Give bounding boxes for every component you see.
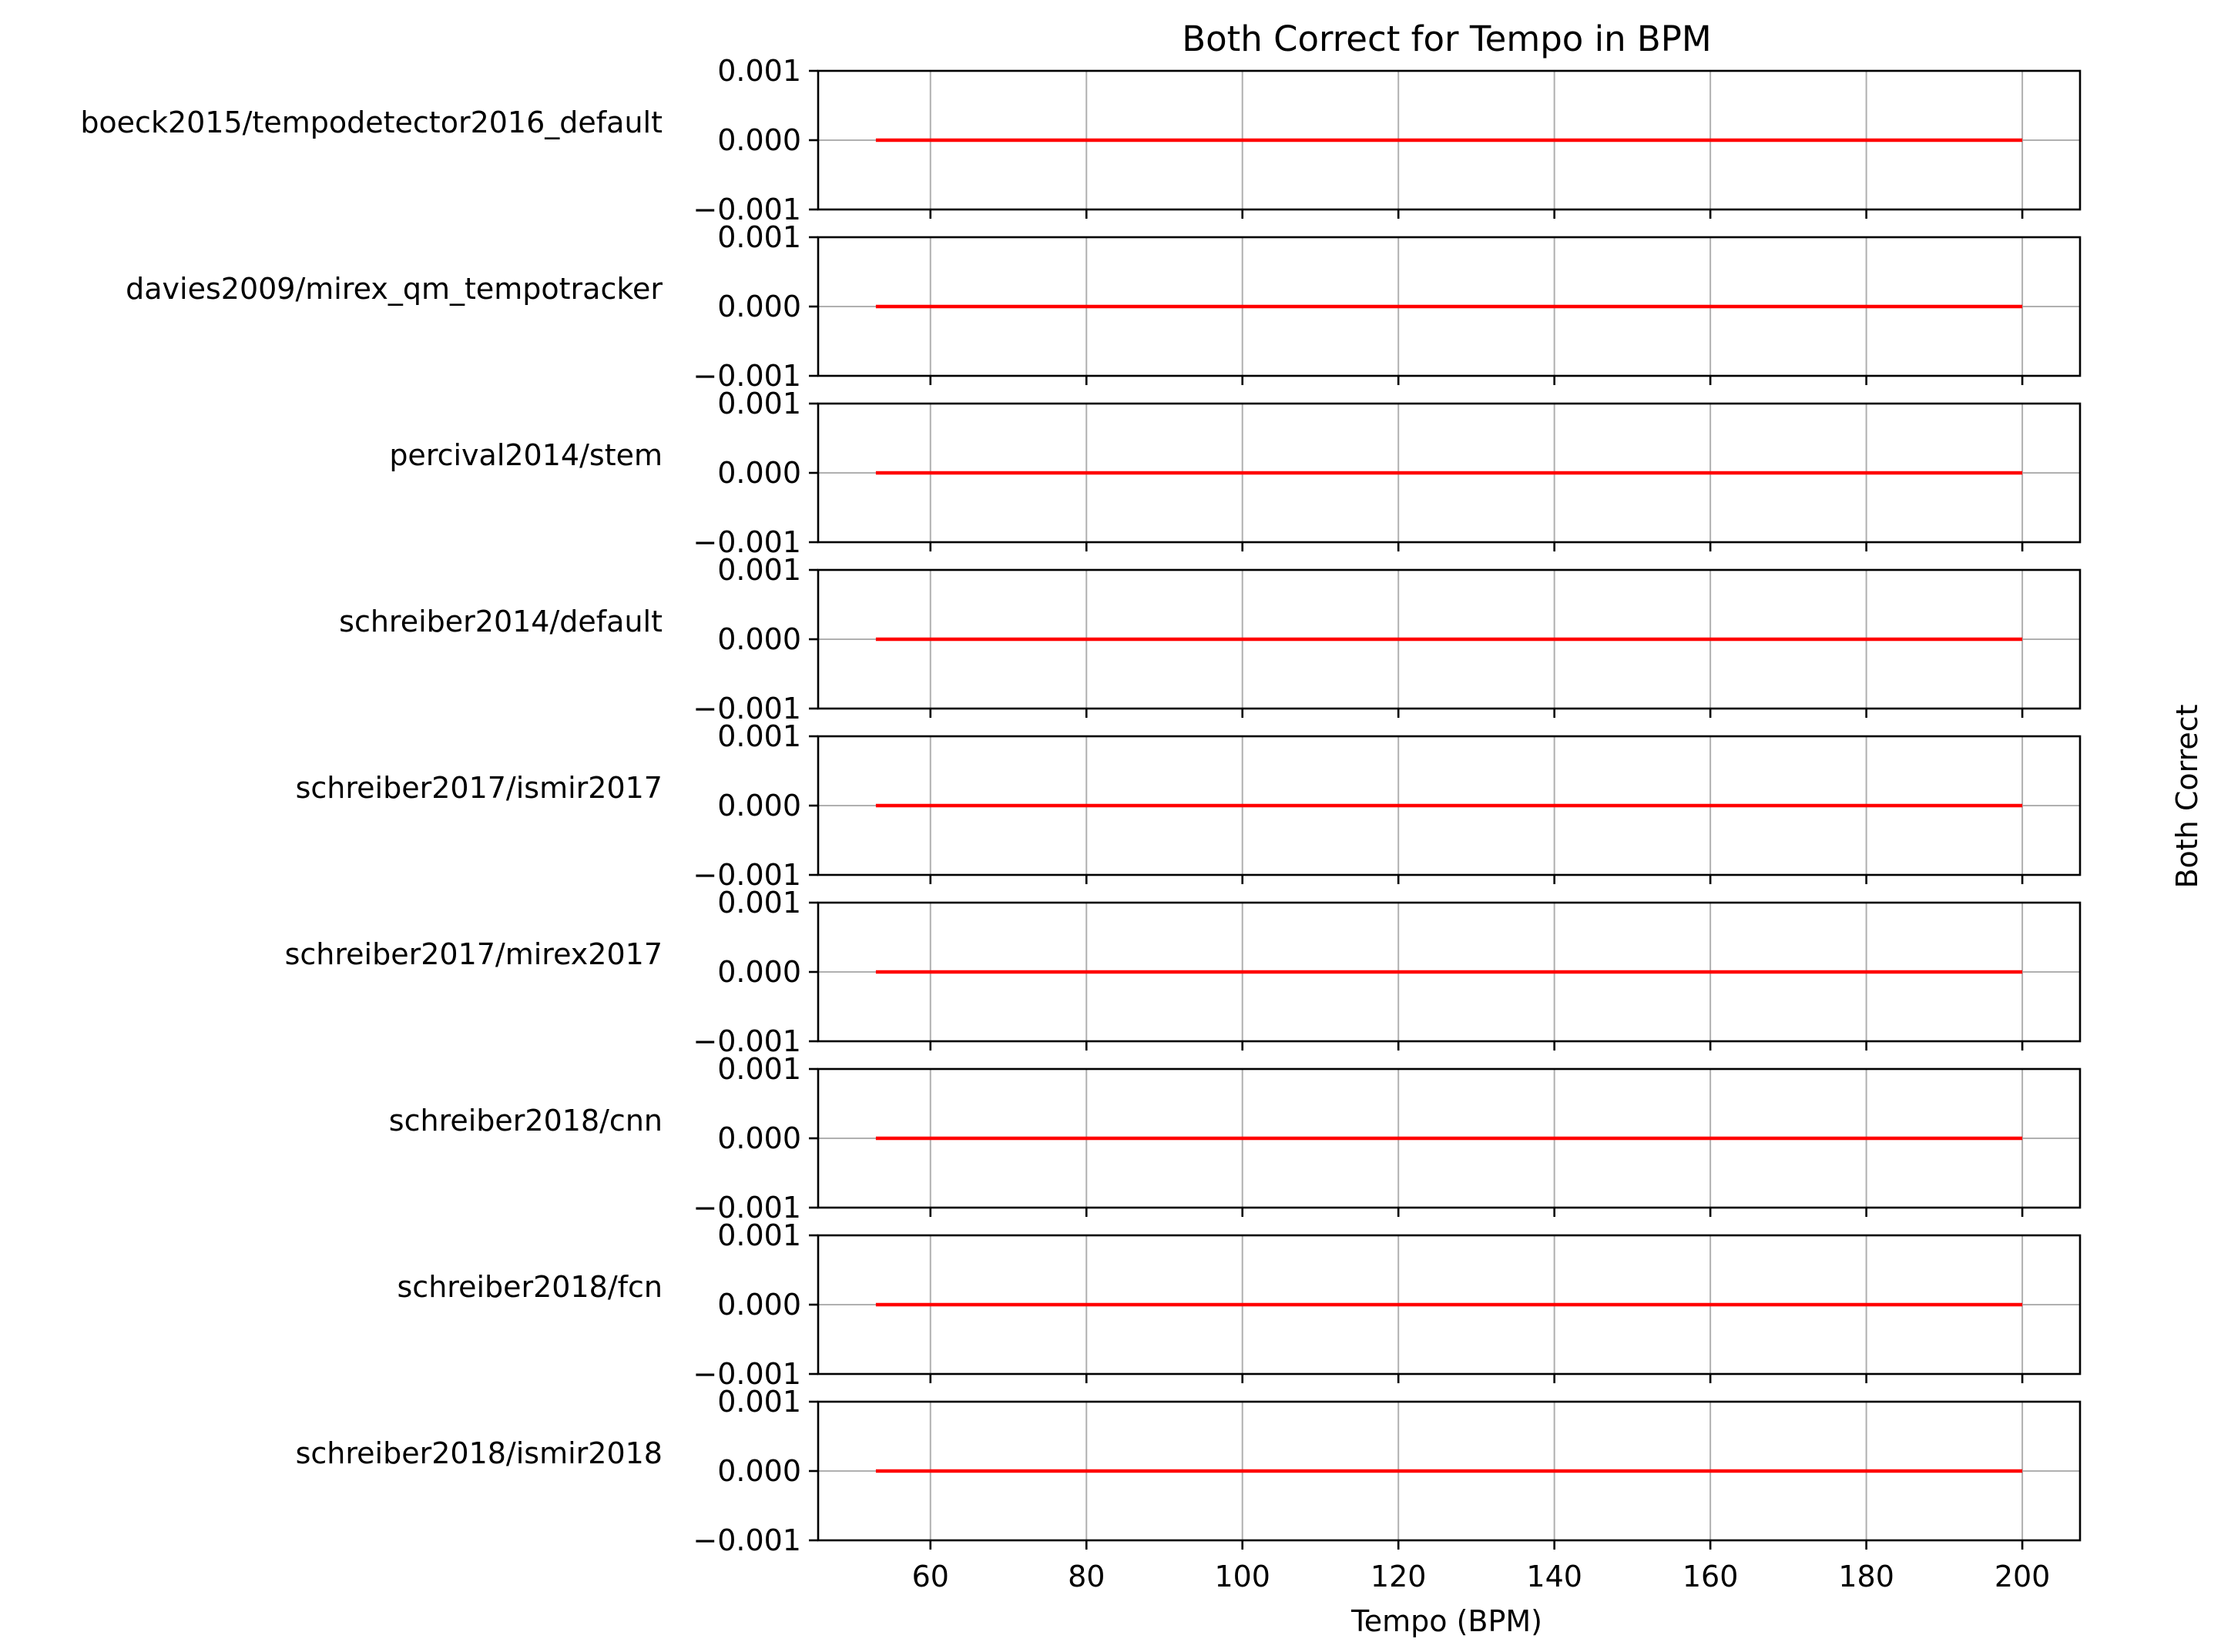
- panel-label: boeck2015/tempodetector2016_default: [80, 106, 663, 139]
- panel-label: percival2014/stem: [389, 438, 663, 472]
- panel-5: 0.001 0.000 −0.001 schreiber2017/ismir2017: [296, 719, 2082, 892]
- y-tick-label: 0.001: [717, 886, 801, 920]
- y-tick-label: −0.001: [693, 692, 801, 725]
- y-tick-label: 0.001: [717, 553, 801, 587]
- y-tick-label: 0.000: [717, 955, 801, 989]
- y-tick-label: 0.001: [717, 1218, 801, 1252]
- y-tick-label: −0.001: [693, 1191, 801, 1225]
- panel-label: schreiber2018/cnn: [389, 1104, 663, 1138]
- panel-label: schreiber2018/ismir2018: [296, 1436, 663, 1470]
- panel-label: schreiber2017/ismir2017: [296, 771, 663, 805]
- panel-2: 0.001 0.000 −0.001 davies2009/mirex_qm_temp…: [126, 220, 2082, 393]
- panel-label: schreiber2017/mirex2017: [285, 937, 663, 971]
- y-tick-label: 0.000: [717, 789, 801, 823]
- y-tick-label: 0.001: [717, 1385, 801, 1419]
- y-tick-label: −0.001: [693, 1357, 801, 1391]
- y-tick-label: −0.001: [693, 858, 801, 892]
- y-tick-label: 0.000: [717, 123, 801, 157]
- y-tick-label: 0.001: [717, 719, 801, 753]
- panel-label: schreiber2018/fcn: [398, 1270, 663, 1304]
- x-tick-label: 160: [1683, 1560, 1739, 1593]
- y-tick-label: −0.001: [693, 193, 801, 226]
- panel-1: 0.001 0.000 −0.001 boeck2015/tempodetector2…: [80, 54, 2082, 226]
- x-tick-label: 60: [912, 1560, 949, 1593]
- y-tick-label: −0.001: [693, 1523, 801, 1557]
- panel-7: 0.001 0.000 −0.001 schreiber2018/cnn: [389, 1052, 2082, 1225]
- y-tick-label: −0.001: [693, 1024, 801, 1058]
- panel-label: schreiber2014/default: [339, 605, 663, 638]
- x-tick-label: 180: [1838, 1560, 1894, 1593]
- y-tick-label: 0.000: [717, 622, 801, 656]
- y-tick-label: 0.001: [717, 1052, 801, 1086]
- y-tick-label: 0.001: [717, 387, 801, 421]
- y-tick-label: 0.000: [717, 456, 801, 490]
- panel-3: 0.001 0.000 −0.001 percival2014/stem: [389, 387, 2082, 559]
- y-tick-label: 0.000: [717, 290, 801, 323]
- x-tick-label: 80: [1068, 1560, 1105, 1593]
- x-tick-label: 120: [1371, 1560, 1427, 1593]
- x-tick-label: 140: [1526, 1560, 1582, 1593]
- y-tick-label: 0.001: [717, 54, 801, 88]
- panels: 0.001 0.000 −0.001 boeck2015/tempodetector2…: [80, 54, 2082, 1593]
- x-axis-label: Tempo (BPM): [1350, 1604, 1542, 1638]
- y-tick-label: 0.000: [717, 1454, 801, 1488]
- y-tick-label: −0.001: [693, 525, 801, 559]
- y-tick-label: 0.000: [717, 1121, 801, 1155]
- panel-9: 0.001 0.000 −0.001 60 80 100 120 140 160 180 200 sc…: [296, 1385, 2082, 1593]
- chart-title: Both Correct for Tempo in BPM: [1182, 18, 1712, 59]
- panel-6: 0.001 0.000 −0.001 schreiber2017/mirex2017: [285, 886, 2082, 1058]
- x-tick-label: 100: [1214, 1560, 1270, 1593]
- y-tick-label: 0.001: [717, 220, 801, 254]
- panel-4: 0.001 0.000 −0.001 schreiber2014/default: [339, 553, 2082, 725]
- y-tick-label: 0.000: [717, 1288, 801, 1322]
- y-axis-label: Both Correct: [2170, 704, 2204, 888]
- panel-8: 0.001 0.000 −0.001 schreiber2018/fcn: [398, 1218, 2082, 1391]
- x-tick-label: 200: [1995, 1560, 2051, 1593]
- y-tick-label: −0.001: [693, 359, 801, 393]
- panel-label: davies2009/mirex_qm_tempotracker: [126, 272, 663, 306]
